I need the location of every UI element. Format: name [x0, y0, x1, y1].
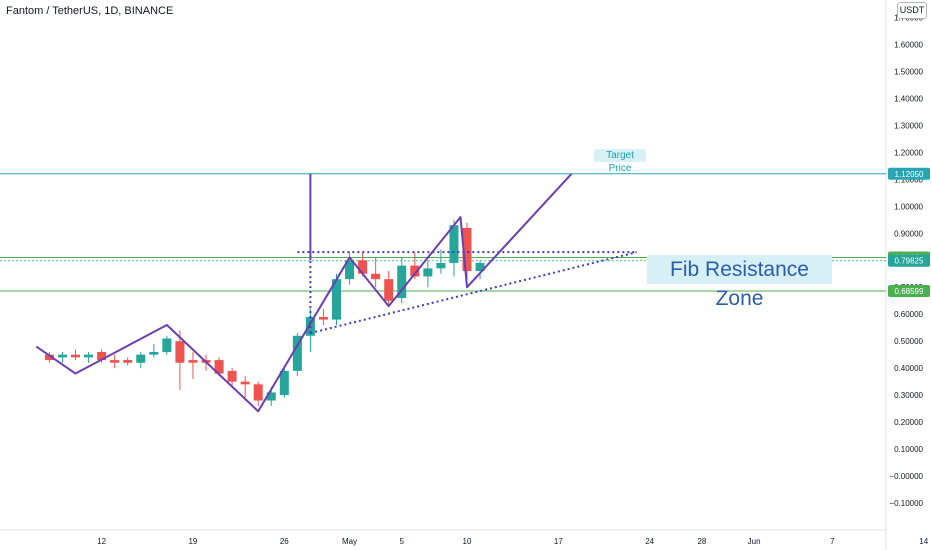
candle-body [123, 360, 133, 363]
y-tick-label: 0.90000 [894, 229, 923, 238]
currency-badge[interactable]: USDT [897, 2, 927, 19]
y-tick-label: 0.50000 [894, 337, 923, 346]
y-tick-label: −0.00000 [889, 472, 923, 481]
y-tick-label: 1.00000 [894, 202, 923, 211]
candle-body [214, 360, 224, 374]
candle-body [436, 262, 446, 269]
y-tick-label: 0.60000 [894, 310, 923, 319]
candle-body [253, 384, 263, 401]
x-tick-label: 19 [188, 537, 197, 546]
y-tick-label: 0.30000 [894, 391, 923, 400]
candle-body [266, 392, 276, 401]
candle-body [345, 260, 355, 280]
candle-body [318, 316, 328, 320]
candle-body [292, 335, 302, 371]
price-tag-label: 1.12050 [895, 170, 924, 179]
candle-body [358, 260, 368, 274]
candle-body [71, 354, 80, 358]
candle-body [136, 354, 146, 363]
y-tick-label: 1.50000 [894, 67, 923, 76]
candle-body [188, 360, 198, 363]
y-tick-label: 1.20000 [894, 148, 923, 157]
candle-body [97, 351, 107, 361]
x-tick-label: 28 [697, 537, 706, 546]
line-zigzag [35, 173, 573, 413]
candle-body [332, 279, 341, 320]
candle-body [175, 341, 185, 363]
candle-body [397, 265, 407, 299]
candle-body [57, 354, 67, 358]
x-tick-label: Jun [748, 537, 761, 546]
candle-body [279, 370, 289, 396]
x-tick-label: 12 [97, 537, 106, 546]
y-tick-label: 1.30000 [894, 121, 923, 130]
price-tag [888, 167, 930, 180]
price-tag-label: 0.68599 [895, 287, 924, 296]
price-tag [888, 285, 930, 298]
y-tick-label: 0.10000 [894, 445, 923, 454]
target-price-label: Target Price [594, 149, 646, 174]
candle-body [462, 227, 472, 272]
x-tick-label: 26 [280, 537, 289, 546]
y-tick-label: 1.60000 [894, 40, 923, 49]
y-tick-label: 0.20000 [894, 418, 923, 427]
fib-resistance-zone-label: Fib Resistance Zone [647, 255, 832, 310]
candle-body [384, 279, 394, 301]
x-tick-label: 24 [645, 537, 654, 546]
candle-body [410, 265, 420, 277]
candle-body [423, 268, 433, 277]
candle-body [475, 262, 485, 272]
candle-body [162, 338, 172, 352]
candle-body [371, 273, 381, 280]
x-tick-label: 5 [400, 537, 405, 546]
x-tick-label: 14 [919, 537, 928, 546]
x-tick-label: May [342, 537, 357, 546]
symbol-title: Fantom / TetherUS, 1D, BINANCE [6, 5, 174, 17]
x-tick-label: 7 [830, 537, 835, 546]
y-tick-label: −0.10000 [889, 499, 923, 508]
y-tick-label: 1.10000 [894, 175, 923, 184]
candle-body [149, 351, 159, 355]
dotted-triangle-bottom [310, 251, 637, 335]
x-tick-label: 17 [554, 537, 563, 546]
candle-body [84, 354, 94, 358]
price-tag [888, 254, 930, 267]
x-tick-label: 10 [463, 537, 472, 546]
candle-body [44, 354, 54, 361]
candle-body [110, 360, 120, 363]
candle-body [240, 381, 250, 385]
candle-body [227, 370, 237, 382]
y-tick-label: 0.40000 [894, 364, 923, 373]
candle-body [449, 225, 459, 263]
y-tick-label: 1.40000 [894, 94, 923, 103]
price-tag-label: 0.79825 [895, 257, 924, 266]
